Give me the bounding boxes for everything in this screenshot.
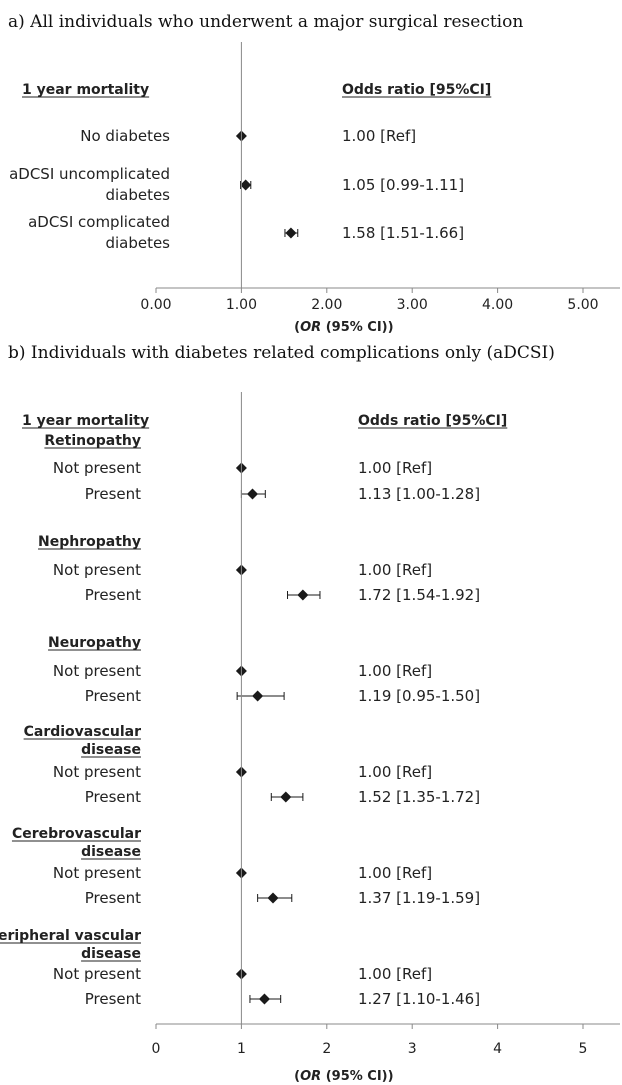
- panel-a-x-tick-label: 2.00: [311, 297, 342, 313]
- panel-b-row-label: Present: [85, 889, 141, 907]
- panel-b-or-text: 1.00 [Ref]: [358, 864, 432, 882]
- panel-a-point: [285, 227, 297, 239]
- panel-b-row-label: Not present: [53, 459, 141, 477]
- panel-b-x-tick-label: 0: [152, 1041, 161, 1057]
- panel-b-x-tick-label: 5: [579, 1041, 588, 1057]
- panel-b-group-label: Nephropathy: [38, 534, 141, 550]
- panel-a-row-label: No diabetes: [80, 127, 170, 145]
- panel-a-header-left: 1 year mortality: [22, 82, 149, 98]
- panel-b-or-text: 1.00 [Ref]: [358, 561, 432, 579]
- panel-a-or-text: 1.58 [1.51-1.66]: [342, 224, 464, 242]
- panel-b-or-text: 1.37 [1.19-1.59]: [358, 889, 480, 907]
- panel-b-group-label: Cardiovascular: [24, 724, 141, 740]
- panel-a-header-right: Odds ratio [95%CI]: [342, 82, 491, 98]
- panel-b-x-tick-label: 2: [322, 1041, 331, 1057]
- panel-b-header-right: Odds ratio [95%CI]: [358, 413, 507, 429]
- panel-b-or-text: 1.52 [1.35-1.72]: [358, 788, 480, 806]
- panel-b-group-label: Peripheral vascular: [0, 928, 141, 944]
- panel-b-row-label: Present: [85, 586, 141, 604]
- panel-b-or-text: 1.27 [1.10-1.46]: [358, 990, 480, 1008]
- panel-b-row-label: Present: [85, 990, 141, 1008]
- panel-b-group-label: Retinopathy: [44, 433, 141, 449]
- panel-b-row-label: Not present: [53, 864, 141, 882]
- panel-a-x-axis-title: (OR (95% CI)): [294, 320, 393, 335]
- panel-a-point: [240, 179, 252, 191]
- panel-b-or-text: 1.00 [Ref]: [358, 965, 432, 983]
- panel-b-or-text: 1.00 [Ref]: [358, 763, 432, 781]
- panel-a-x-tick-label: 0.00: [140, 297, 171, 313]
- panel-b-row-label: Present: [85, 788, 141, 806]
- panel-b-row-label: Not present: [53, 763, 141, 781]
- panel-b-group-label: disease: [81, 742, 141, 758]
- panel-b-x-tick-label: 1: [237, 1041, 246, 1057]
- panel-b-point: [258, 993, 270, 1005]
- panel-b-row-label: Not present: [53, 965, 141, 983]
- panel-b-or-text: 1.19 [0.95-1.50]: [358, 687, 480, 705]
- panel-b-x-tick-label: 3: [408, 1041, 417, 1057]
- panel-b-x-tick-label: 4: [493, 1041, 502, 1057]
- panel-b-row-label: Not present: [53, 561, 141, 579]
- panel-b-point: [280, 791, 292, 803]
- panel-a-row-label: diabetes: [105, 234, 170, 252]
- panel-a-or-text: 1.00 [Ref]: [342, 127, 416, 145]
- panel-b-x-axis-title: (OR (95% CI)): [294, 1069, 393, 1084]
- panel-a-x-tick-label: 1.00: [226, 297, 257, 313]
- panel-b-group-label: disease: [81, 844, 141, 860]
- panel-b-row-label: Present: [85, 485, 141, 503]
- panel-b-point: [247, 488, 259, 500]
- panel-a-x-tick-label: 3.00: [397, 297, 428, 313]
- panel-b-or-text: 1.00 [Ref]: [358, 459, 432, 477]
- panel-a-row-label: diabetes: [105, 186, 170, 204]
- panel-b-group-label: disease: [81, 946, 141, 962]
- panel-b-or-text: 1.00 [Ref]: [358, 662, 432, 680]
- panel-a-row-label: aDCSI complicated: [28, 213, 170, 231]
- panel-b-or-text: 1.72 [1.54-1.92]: [358, 586, 480, 604]
- panel-b-row-label: Present: [85, 687, 141, 705]
- panel-b-row-label: Not present: [53, 662, 141, 680]
- panel-b-group-label: Cerebrovascular: [12, 826, 141, 842]
- panel-b-point: [297, 589, 309, 601]
- panel-b-group-label: Neuropathy: [48, 635, 141, 651]
- panel-b-header-left: 1 year mortality: [22, 413, 149, 429]
- panel-a-row-label: aDCSI uncomplicated: [9, 165, 170, 183]
- panel-a-or-text: 1.05 [0.99-1.11]: [342, 176, 464, 194]
- panel-a-x-tick-label: 4.00: [482, 297, 513, 313]
- panel-b-point: [267, 892, 279, 904]
- panel-a-title: a) All individuals who underwent a major…: [8, 12, 524, 32]
- panel-b-or-text: 1.13 [1.00-1.28]: [358, 485, 480, 503]
- panel-a-x-tick-label: 5.00: [567, 297, 598, 313]
- panel-b-title: b) Individuals with diabetes related com…: [8, 343, 555, 363]
- panel-b-point: [252, 690, 264, 702]
